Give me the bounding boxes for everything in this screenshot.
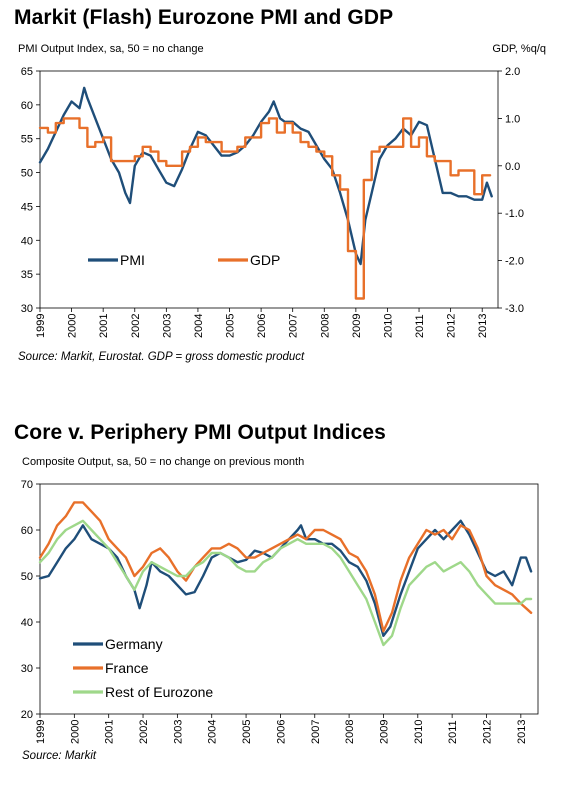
legend-label-germany: Germany	[105, 636, 163, 652]
series-line-gdp	[38, 117, 492, 300]
x-tick-label: 2009	[378, 720, 390, 744]
x-tick-label: 2007	[288, 314, 300, 338]
series-line-rest-of-eurozone	[38, 519, 533, 647]
y2-tick-label: 0.0	[505, 161, 520, 173]
x-tick-label: 2005	[225, 314, 237, 338]
chart1-title: Markit (Flash) Eurozone PMI and GDP	[14, 6, 394, 29]
x-tick-label: 2000	[67, 314, 79, 338]
y-tick-label: 40	[21, 235, 33, 247]
x-tick-label: 2002	[130, 314, 142, 338]
x-tick-label: 2013	[516, 720, 528, 744]
y-tick-label: 30	[21, 663, 33, 675]
x-tick-label: 2001	[104, 720, 116, 744]
y2-tick-label: -2.0	[505, 256, 524, 268]
legend-label-rest-of-eurozone: Rest of Eurozone	[105, 684, 213, 700]
x-tick-label: 2006	[275, 720, 287, 744]
x-tick-label: 2002	[138, 720, 150, 744]
x-tick-label: 2011	[414, 314, 426, 338]
chart2-axis-label: Composite Output, sa, 50 = no change on …	[22, 456, 305, 468]
legend-label-gdp: GDP	[250, 252, 280, 268]
y2-tick-label: 2.0	[505, 66, 520, 78]
x-tick-label: 2003	[172, 720, 184, 744]
chart2-source: Source: Markit	[22, 750, 97, 762]
chart1-source: Source: Markit, Eurostat. GDP = gross do…	[18, 351, 305, 363]
x-tick-label: 2007	[310, 720, 322, 744]
y2-tick-label: -3.0	[505, 303, 524, 315]
x-tick-label: 2010	[413, 720, 425, 744]
y-tick-label: 60	[21, 525, 33, 537]
x-tick-label: 2012	[446, 314, 458, 338]
y-tick-label: 70	[21, 479, 33, 491]
x-tick-label: 2009	[351, 314, 363, 338]
legend-label-france: France	[105, 660, 149, 676]
x-tick-label: 2004	[207, 720, 219, 744]
series-line-germany	[38, 519, 533, 637]
x-tick-label: 2005	[241, 720, 253, 744]
y-tick-label: 65	[21, 66, 33, 78]
x-tick-label: 2012	[481, 720, 493, 744]
y2-tick-label: -1.0	[505, 208, 524, 220]
series-line-france	[38, 501, 533, 633]
y-tick-label: 20	[21, 709, 33, 721]
x-tick-label: 2008	[344, 720, 356, 744]
x-tick-label: 2004	[193, 314, 205, 338]
x-tick-label: 2011	[447, 720, 459, 744]
chart1-frame	[39, 70, 499, 309]
y-tick-label: 40	[21, 617, 33, 629]
y-tick-label: 30	[21, 303, 33, 315]
y-tick-label: 55	[21, 134, 33, 146]
chart2-title: Core v. Periphery PMI Output Indices	[14, 421, 386, 444]
chart1-left-axis-label: PMI Output Index, sa, 50 = no change	[18, 43, 204, 55]
chart2-frame	[39, 483, 539, 715]
x-tick-label: 2013	[477, 314, 489, 338]
x-tick-label: 2000	[69, 720, 81, 744]
x-tick-label: 2001	[98, 314, 110, 338]
legend-label-pmi: PMI	[120, 252, 145, 268]
y2-tick-label: 1.0	[505, 113, 520, 125]
y-tick-label: 45	[21, 201, 33, 213]
x-tick-label: 2010	[382, 314, 394, 338]
y-tick-label: 50	[21, 571, 33, 583]
y-tick-label: 50	[21, 168, 33, 180]
x-tick-label: 2006	[256, 314, 268, 338]
x-tick-label: 1999	[35, 720, 47, 744]
x-tick-label: 1999	[35, 314, 47, 338]
y-tick-label: 60	[21, 100, 33, 112]
chart1-right-axis-label: GDP, %q/q	[492, 43, 546, 55]
x-tick-label: 2003	[161, 314, 173, 338]
series-line-pmi	[38, 86, 493, 266]
x-tick-label: 2008	[319, 314, 331, 338]
y-tick-label: 35	[21, 269, 33, 281]
